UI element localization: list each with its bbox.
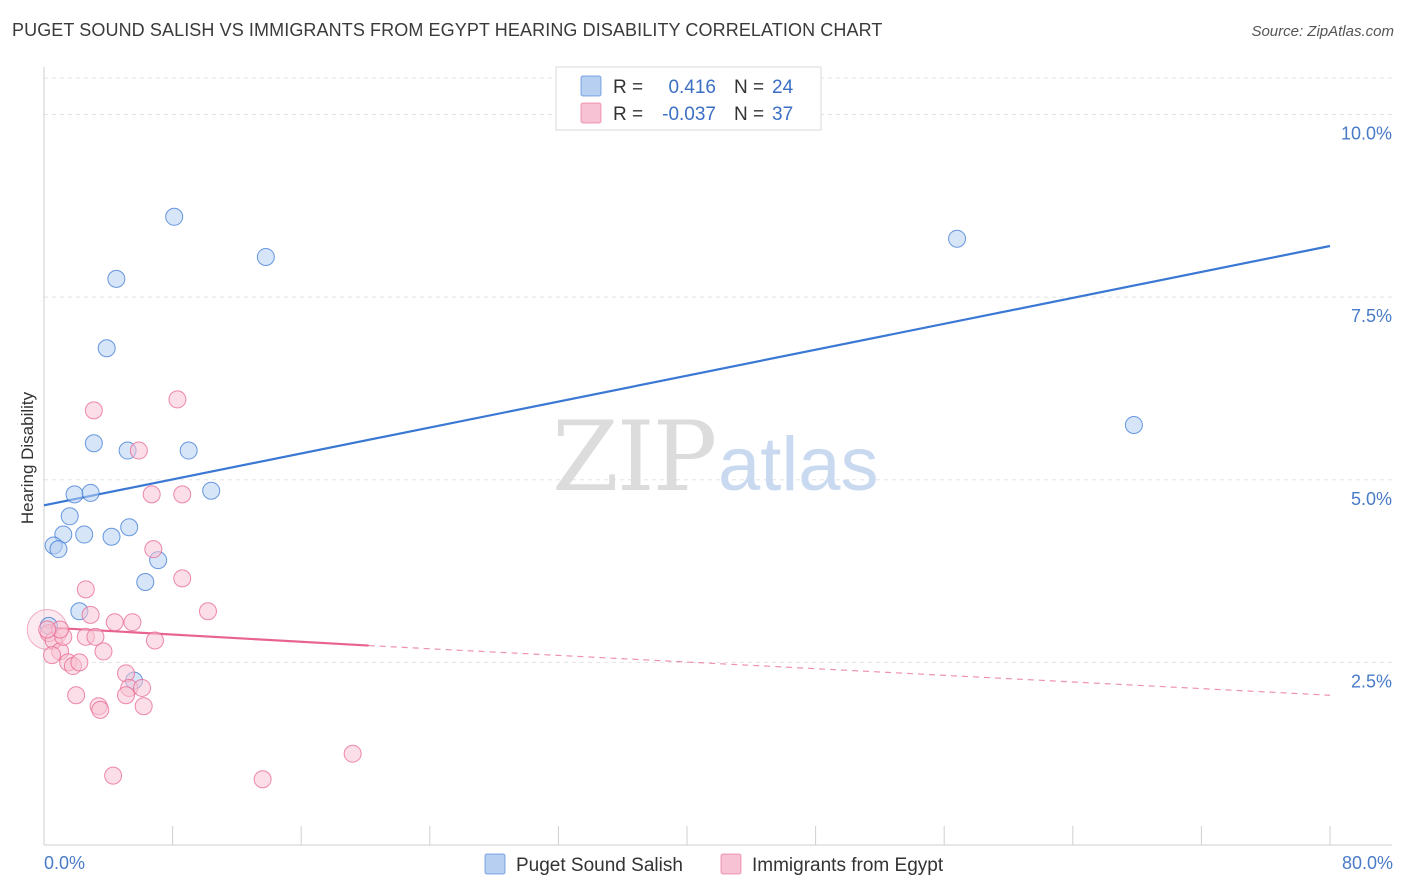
y-tick-label: 2.5% (1351, 671, 1392, 691)
point-egypt (145, 631, 164, 650)
point-egypt (123, 613, 142, 632)
point-egypt (76, 580, 95, 599)
point-salish (84, 434, 103, 453)
point-egypt (129, 441, 148, 460)
stats-legend-r-value: -0.037 (662, 104, 716, 125)
stats-legend-n-label: N = (734, 104, 764, 125)
point-egypt (116, 664, 135, 683)
point-salish (948, 229, 967, 248)
point-salish (49, 540, 68, 559)
point-salish (65, 485, 84, 504)
point-salish (102, 527, 121, 546)
trend-line-egypt-extrapolated (368, 644, 1331, 696)
point-salish (202, 481, 221, 500)
stats-legend-n-value: 24 (772, 77, 794, 98)
data-points (26, 207, 1143, 789)
point-egypt (133, 678, 152, 697)
point-egypt (86, 627, 105, 646)
series-legend: Puget Sound Salish Immigrants from Egypt (484, 853, 944, 876)
legend-label-egypt: Immigrants from Egypt (752, 855, 944, 876)
point-egypt (142, 485, 161, 504)
point-salish (107, 269, 126, 288)
point-salish (75, 525, 94, 544)
point-egypt (94, 642, 113, 661)
y-tick-label: 10.0% (1341, 124, 1392, 144)
point-salish (179, 441, 198, 460)
stats-legend-r-value: 0.416 (668, 77, 716, 98)
legend-swatch-egypt (720, 853, 742, 875)
y-tick-label: 5.0% (1351, 489, 1392, 509)
stats-legend-r-label: R = (613, 104, 643, 125)
stats-legend-swatch-salish (580, 75, 602, 97)
chart-title: PUGET SOUND SALISH VS IMMIGRANTS FROM EG… (12, 20, 883, 40)
y-tick-label: 7.5% (1351, 306, 1392, 326)
point-egypt (116, 686, 135, 705)
point-salish (1124, 415, 1143, 434)
x-tick-labels: 0.0% 80.0% (44, 853, 1393, 873)
point-egypt (253, 770, 272, 789)
point-egypt (38, 620, 57, 639)
stats-legend-swatch-egypt (580, 102, 602, 124)
point-salish (136, 573, 155, 592)
y-axis-title: Hearing Disability (18, 391, 37, 524)
point-egypt (105, 613, 124, 632)
point-egypt (84, 401, 103, 420)
legend-label-salish: Puget Sound Salish (516, 855, 683, 876)
point-egypt (144, 540, 163, 559)
point-egypt (67, 686, 86, 705)
point-egypt (173, 485, 192, 504)
stats-legend-n-label: N = (734, 77, 764, 98)
stats-legend-r-label: R = (613, 77, 643, 98)
stats-legend: R = 0.416 N = 24 R = -0.037 N = 37 (555, 66, 822, 131)
legend-swatch-salish (484, 853, 506, 875)
stats-legend-n-value: 37 (772, 104, 793, 125)
point-salish (60, 507, 79, 526)
axes (43, 67, 1392, 846)
point-egypt (134, 697, 153, 716)
x-tick-label-max: 80.0% (1342, 853, 1393, 873)
watermark-atlas: atlas (718, 422, 879, 507)
point-salish (81, 483, 100, 502)
point-egypt (173, 569, 192, 588)
source-label: Source: ZipAtlas.com (1251, 23, 1394, 40)
watermark: ZIP atlas (552, 401, 879, 513)
point-salish (256, 247, 275, 266)
point-salish (120, 518, 139, 537)
point-egypt (70, 653, 89, 672)
watermark-zip: ZIP (552, 401, 715, 513)
point-egypt (81, 605, 100, 624)
trend-line-salish (43, 244, 1331, 507)
y-tick-labels: 2.5% 5.0% 7.5% 10.0% (1341, 124, 1392, 692)
point-egypt (168, 390, 187, 409)
x-tick-label-min: 0.0% (44, 853, 85, 873)
point-salish (165, 207, 184, 226)
point-egypt (43, 646, 62, 665)
point-egypt (343, 744, 362, 763)
point-salish (97, 339, 116, 358)
point-egypt (91, 700, 110, 719)
point-egypt (198, 602, 217, 621)
point-egypt (104, 766, 123, 785)
